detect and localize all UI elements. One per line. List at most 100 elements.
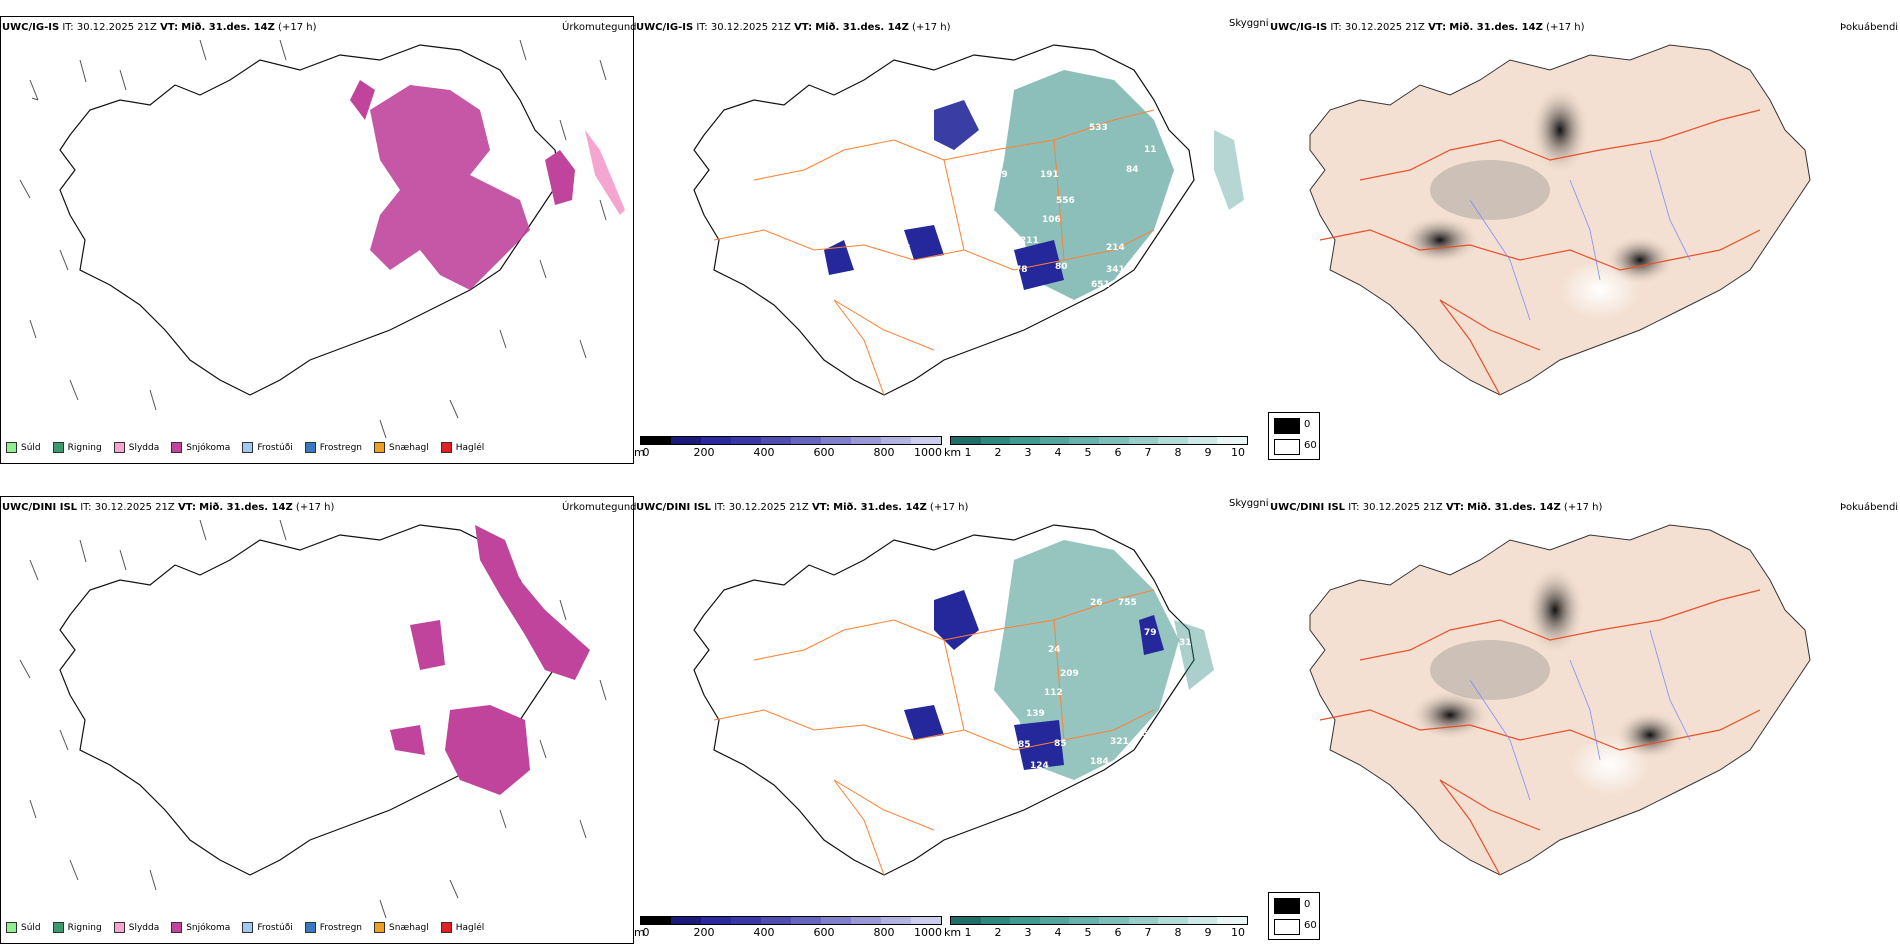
- panel-type-label: Skyggni: [1229, 498, 1269, 509]
- legend-swatch: [6, 442, 17, 453]
- tick-label: 600: [813, 926, 835, 939]
- vis-label: 341: [1106, 265, 1125, 275]
- tick-label: 8: [1174, 926, 1182, 939]
- vis-label: 54: [981, 191, 994, 201]
- vis-label: 511: [1142, 729, 1161, 739]
- vis-label: 124: [1030, 761, 1049, 771]
- vis-label: 80: [1055, 262, 1068, 272]
- vis-label: 78: [877, 740, 890, 750]
- fog-swatch-light: [1274, 919, 1300, 935]
- rivers: [1469, 629, 1691, 801]
- vis-label: 85: [1018, 740, 1031, 750]
- fog-legend-label: 0: [1304, 899, 1311, 910]
- visibility-panel-top: UWC/IG-IS IT: 30.12.2025 21Z VT: Mið. 31…: [634, 0, 1270, 470]
- legend-item: Frostúði: [242, 442, 293, 453]
- model-name: UWC/IG-IS: [636, 22, 694, 33]
- legend-item: Frostregn: [304, 922, 362, 933]
- vis-label: 85: [1054, 739, 1067, 749]
- roads: [713, 589, 1155, 876]
- vis-label: 31: [1179, 638, 1192, 648]
- iceland-map: [1309, 44, 1811, 396]
- legend-swatch: [242, 442, 254, 453]
- visibility-labels: 533 11 84 56 109 191 54 556 106 211 116 …: [876, 123, 1193, 290]
- tick-label: 5: [1084, 926, 1092, 939]
- panel-type-label: Úrkomutegund: [562, 22, 637, 33]
- legend-item: Snjókoma: [171, 922, 230, 933]
- fog-legend-box: 0 60: [1268, 892, 1320, 940]
- tick-label: 200: [693, 446, 715, 459]
- roads: [1319, 109, 1761, 396]
- legend-swatch: [242, 922, 254, 933]
- tick-label: 3: [1024, 446, 1032, 459]
- vis-label: 70: [892, 714, 905, 724]
- vis-label: 79: [876, 265, 889, 275]
- sleet-area: [585, 130, 625, 215]
- legend-item: Snæhagl: [374, 922, 429, 933]
- vis-label: 191: [1040, 170, 1059, 180]
- tick-label: 600: [813, 446, 835, 459]
- colorbar-unit: km: [944, 926, 962, 939]
- vis-label: 11: [1144, 145, 1157, 155]
- navy-low-vis-area: [904, 225, 944, 260]
- legend-swatch: [374, 442, 386, 453]
- tick-label: 1: [964, 926, 972, 939]
- snow-area: [390, 725, 425, 755]
- panel-title: UWC/DINI ISL IT: 30.12.2025 21Z VT: Mið.…: [2, 502, 335, 513]
- vis-label: 209: [1060, 669, 1079, 679]
- model-name: UWC/IG-IS: [2, 22, 60, 33]
- vis-label: 84: [1126, 165, 1139, 175]
- tick-label: 800: [873, 446, 895, 459]
- iceland-land: [1309, 524, 1811, 876]
- snow-area: [370, 85, 530, 290]
- fog-legend-label: 60: [1304, 440, 1317, 451]
- tick-label: 400: [753, 926, 775, 939]
- snow-area: [445, 705, 530, 795]
- legend-swatch: [304, 922, 316, 933]
- tick-label: 9: [1204, 926, 1212, 939]
- teal-low-vis-area: [994, 540, 1179, 780]
- navy-low-vis-area: [904, 705, 944, 740]
- vis-label: 26: [1090, 598, 1103, 608]
- precip-type-legend: Súld Rigning Slydda Snjókoma Frostúði Fr…: [6, 442, 496, 453]
- panel-title: UWC/IG-IS IT: 30.12.2025 21Z VT: Mið. 31…: [1270, 22, 1585, 33]
- panel-title: UWC/DINI ISL IT: 30.12.2025 21Z VT: Mið.…: [1270, 502, 1603, 513]
- model-name: UWC/DINI ISL: [636, 502, 712, 513]
- panel-title: UWC/IG-IS IT: 30.12.2025 21Z VT: Mið. 31…: [2, 22, 317, 33]
- tick-label: 3: [1024, 926, 1032, 939]
- tick-label: 1: [964, 446, 972, 459]
- vis-label: 533: [1089, 123, 1108, 133]
- vis-label: 214: [1106, 243, 1125, 253]
- vis-label: 95: [946, 720, 959, 730]
- legend-item: Rigning: [52, 442, 102, 453]
- snow-area: [410, 620, 445, 670]
- iceland-map: [19, 519, 607, 919]
- snow-area: [350, 80, 375, 120]
- tick-label: 0: [642, 446, 650, 459]
- panel-title: UWC/DINI ISL IT: 30.12.2025 21Z VT: Mið.…: [636, 502, 969, 513]
- model-name: UWC/DINI ISL: [1270, 502, 1346, 513]
- legend-item: Slydda: [113, 922, 159, 933]
- snow-area: [545, 150, 575, 205]
- iceland-map: [19, 39, 625, 439]
- legend-swatch: [440, 922, 452, 933]
- visibility-m-colorbar: [640, 436, 942, 445]
- tick-label: 1000: [914, 926, 942, 939]
- visibility-km-colorbar: [950, 916, 1248, 925]
- model-name: UWC/IG-IS: [1270, 22, 1328, 33]
- legend-swatch: [440, 442, 452, 453]
- tick-label: 8: [1174, 446, 1182, 459]
- vis-label: 56: [1180, 168, 1193, 178]
- tick-label: 6: [1114, 926, 1122, 939]
- legend-item: Snjókoma: [171, 442, 230, 453]
- panel-type-label: Skyggni: [1229, 18, 1269, 29]
- legend-item: Rigning: [52, 922, 102, 933]
- fog-legend-label: 0: [1304, 419, 1311, 430]
- iceland-map: [1309, 524, 1811, 876]
- panel-title: UWC/IG-IS IT: 30.12.2025 21Z VT: Mið. 31…: [636, 22, 951, 33]
- legend-item: Frostregn: [304, 442, 362, 453]
- fog-legend-box: 0 60: [1268, 412, 1320, 460]
- legend-item: Súld: [6, 922, 41, 933]
- colorbar-unit: km: [944, 446, 962, 459]
- tick-label: 400: [753, 446, 775, 459]
- fog-swatch-dark: [1274, 898, 1300, 914]
